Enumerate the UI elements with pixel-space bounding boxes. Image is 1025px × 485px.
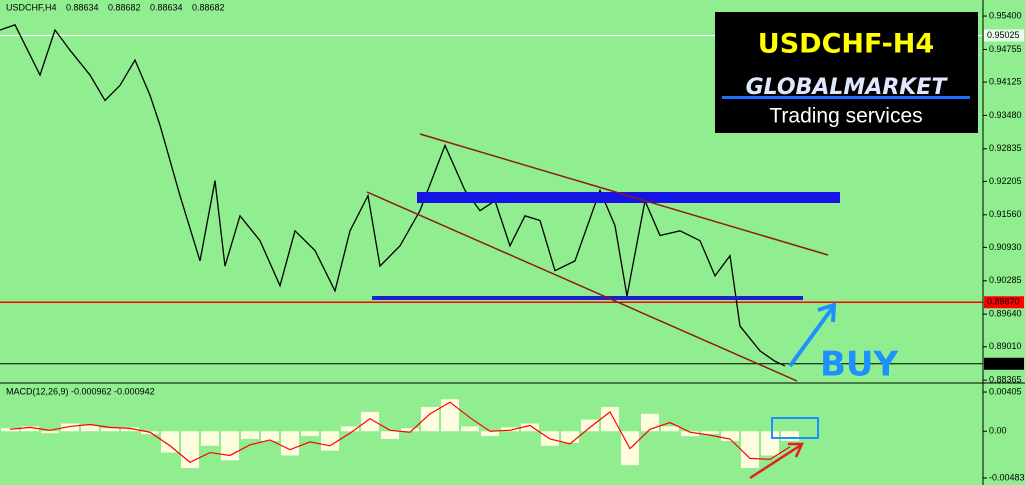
support-line (372, 296, 803, 300)
y-tick-label: 0.88365 (989, 375, 1022, 385)
macd-bar (281, 431, 299, 456)
macd-bar (41, 431, 59, 434)
macd-bar (461, 426, 479, 432)
macd-bar (381, 431, 399, 440)
macd-bar (1, 428, 19, 432)
macd-bar (361, 411, 379, 432)
channel-top (419, 133, 829, 256)
macd-bar (741, 431, 759, 469)
banner-tagline: Trading services (769, 105, 922, 128)
macd-bar (721, 431, 739, 441)
macd-bar (581, 419, 599, 432)
y-tick-label: 0.95400 (989, 10, 1022, 20)
resistance-zone (417, 192, 840, 203)
highlight-box (771, 417, 819, 439)
macd-bar (661, 426, 679, 432)
macd-bar (401, 428, 419, 432)
y-tick-label: 0.94125 (989, 76, 1022, 86)
banner-title: USDCHF-H4 (758, 29, 934, 60)
macd-bar (641, 413, 659, 432)
macd-bar (421, 407, 439, 432)
macd-bar (121, 427, 139, 432)
quote-value: 0.88682 (192, 2, 225, 12)
macd-bar (241, 431, 259, 440)
banner (715, 12, 978, 133)
macd-bar (101, 428, 119, 432)
macd-bar (481, 431, 499, 437)
macd-bar (681, 431, 699, 437)
macd-bar (701, 431, 719, 435)
channel-bottom (366, 191, 798, 382)
macd-bar (561, 431, 579, 443)
quote-value: 0.88634 (150, 2, 183, 12)
y-tick-label: 0.92205 (989, 176, 1022, 186)
macd-arrow-head (788, 442, 804, 458)
buy-label: BUY (820, 345, 899, 385)
signal-line (9, 401, 791, 463)
y-tick-label: 0.91560 (989, 209, 1022, 219)
price-label: 0.89870 (987, 297, 1020, 307)
y-tick-label: -0.00483 (989, 472, 1025, 482)
price-label: 0.95025 (987, 30, 1020, 40)
macd-bar (21, 426, 39, 432)
macd-bar (81, 425, 99, 432)
brand-underline (722, 96, 970, 99)
macd-bar (781, 431, 799, 441)
y-tick-label: 0.89640 (989, 309, 1022, 319)
price-label-box (984, 357, 1024, 370)
y-tick-label: 0.90930 (989, 242, 1022, 252)
price-label-box (984, 29, 1024, 42)
macd-bar (301, 431, 319, 437)
macd-bar (261, 431, 279, 441)
y-tick-label: 0.92835 (989, 143, 1022, 153)
up-arrow-head (817, 302, 837, 323)
indicator-title: MACD(12,26,9) -0.000962 -0.000942 (6, 386, 155, 396)
macd-panel: 0.00405 0.00 -0.00483 MACD(12,26,9) -0.0009… (1, 386, 1025, 482)
y-tick-label: 0.89010 (989, 341, 1022, 351)
up-arrow (788, 305, 835, 368)
y-tick-label: 0.00 (989, 426, 1007, 436)
macd-bar (201, 431, 219, 446)
price-label-box (984, 296, 1024, 309)
macd-arrow (749, 443, 802, 480)
price-panel: 0.95400 0.94755 0.94125 0.93480 0.92835 0.922… (0, 10, 1024, 385)
macd-bar (321, 431, 339, 451)
macd-bar (521, 423, 539, 432)
macd-bar (601, 407, 619, 432)
macd-bar (441, 399, 459, 432)
quote-value: 0.88634 (66, 2, 99, 12)
price-line (0, 24, 786, 367)
macd-bar (61, 423, 79, 432)
macd-bar (161, 431, 179, 453)
y-tick-label: 0.90285 (989, 275, 1022, 285)
y-tick-label: 0.93480 (989, 110, 1022, 120)
y-tick-label: 0.00405 (989, 386, 1022, 396)
quote-value: 0.88682 (108, 2, 141, 12)
macd-bar (761, 431, 779, 456)
macd-bar (341, 426, 359, 432)
y-tick-label: 0.94755 (989, 44, 1022, 54)
macd-bar (501, 427, 519, 432)
banner-brand: GLOBALMARKET (746, 75, 949, 100)
symbol-header: USDCHF,H4 (6, 2, 57, 12)
price-label: 0.88682 (987, 358, 1020, 368)
